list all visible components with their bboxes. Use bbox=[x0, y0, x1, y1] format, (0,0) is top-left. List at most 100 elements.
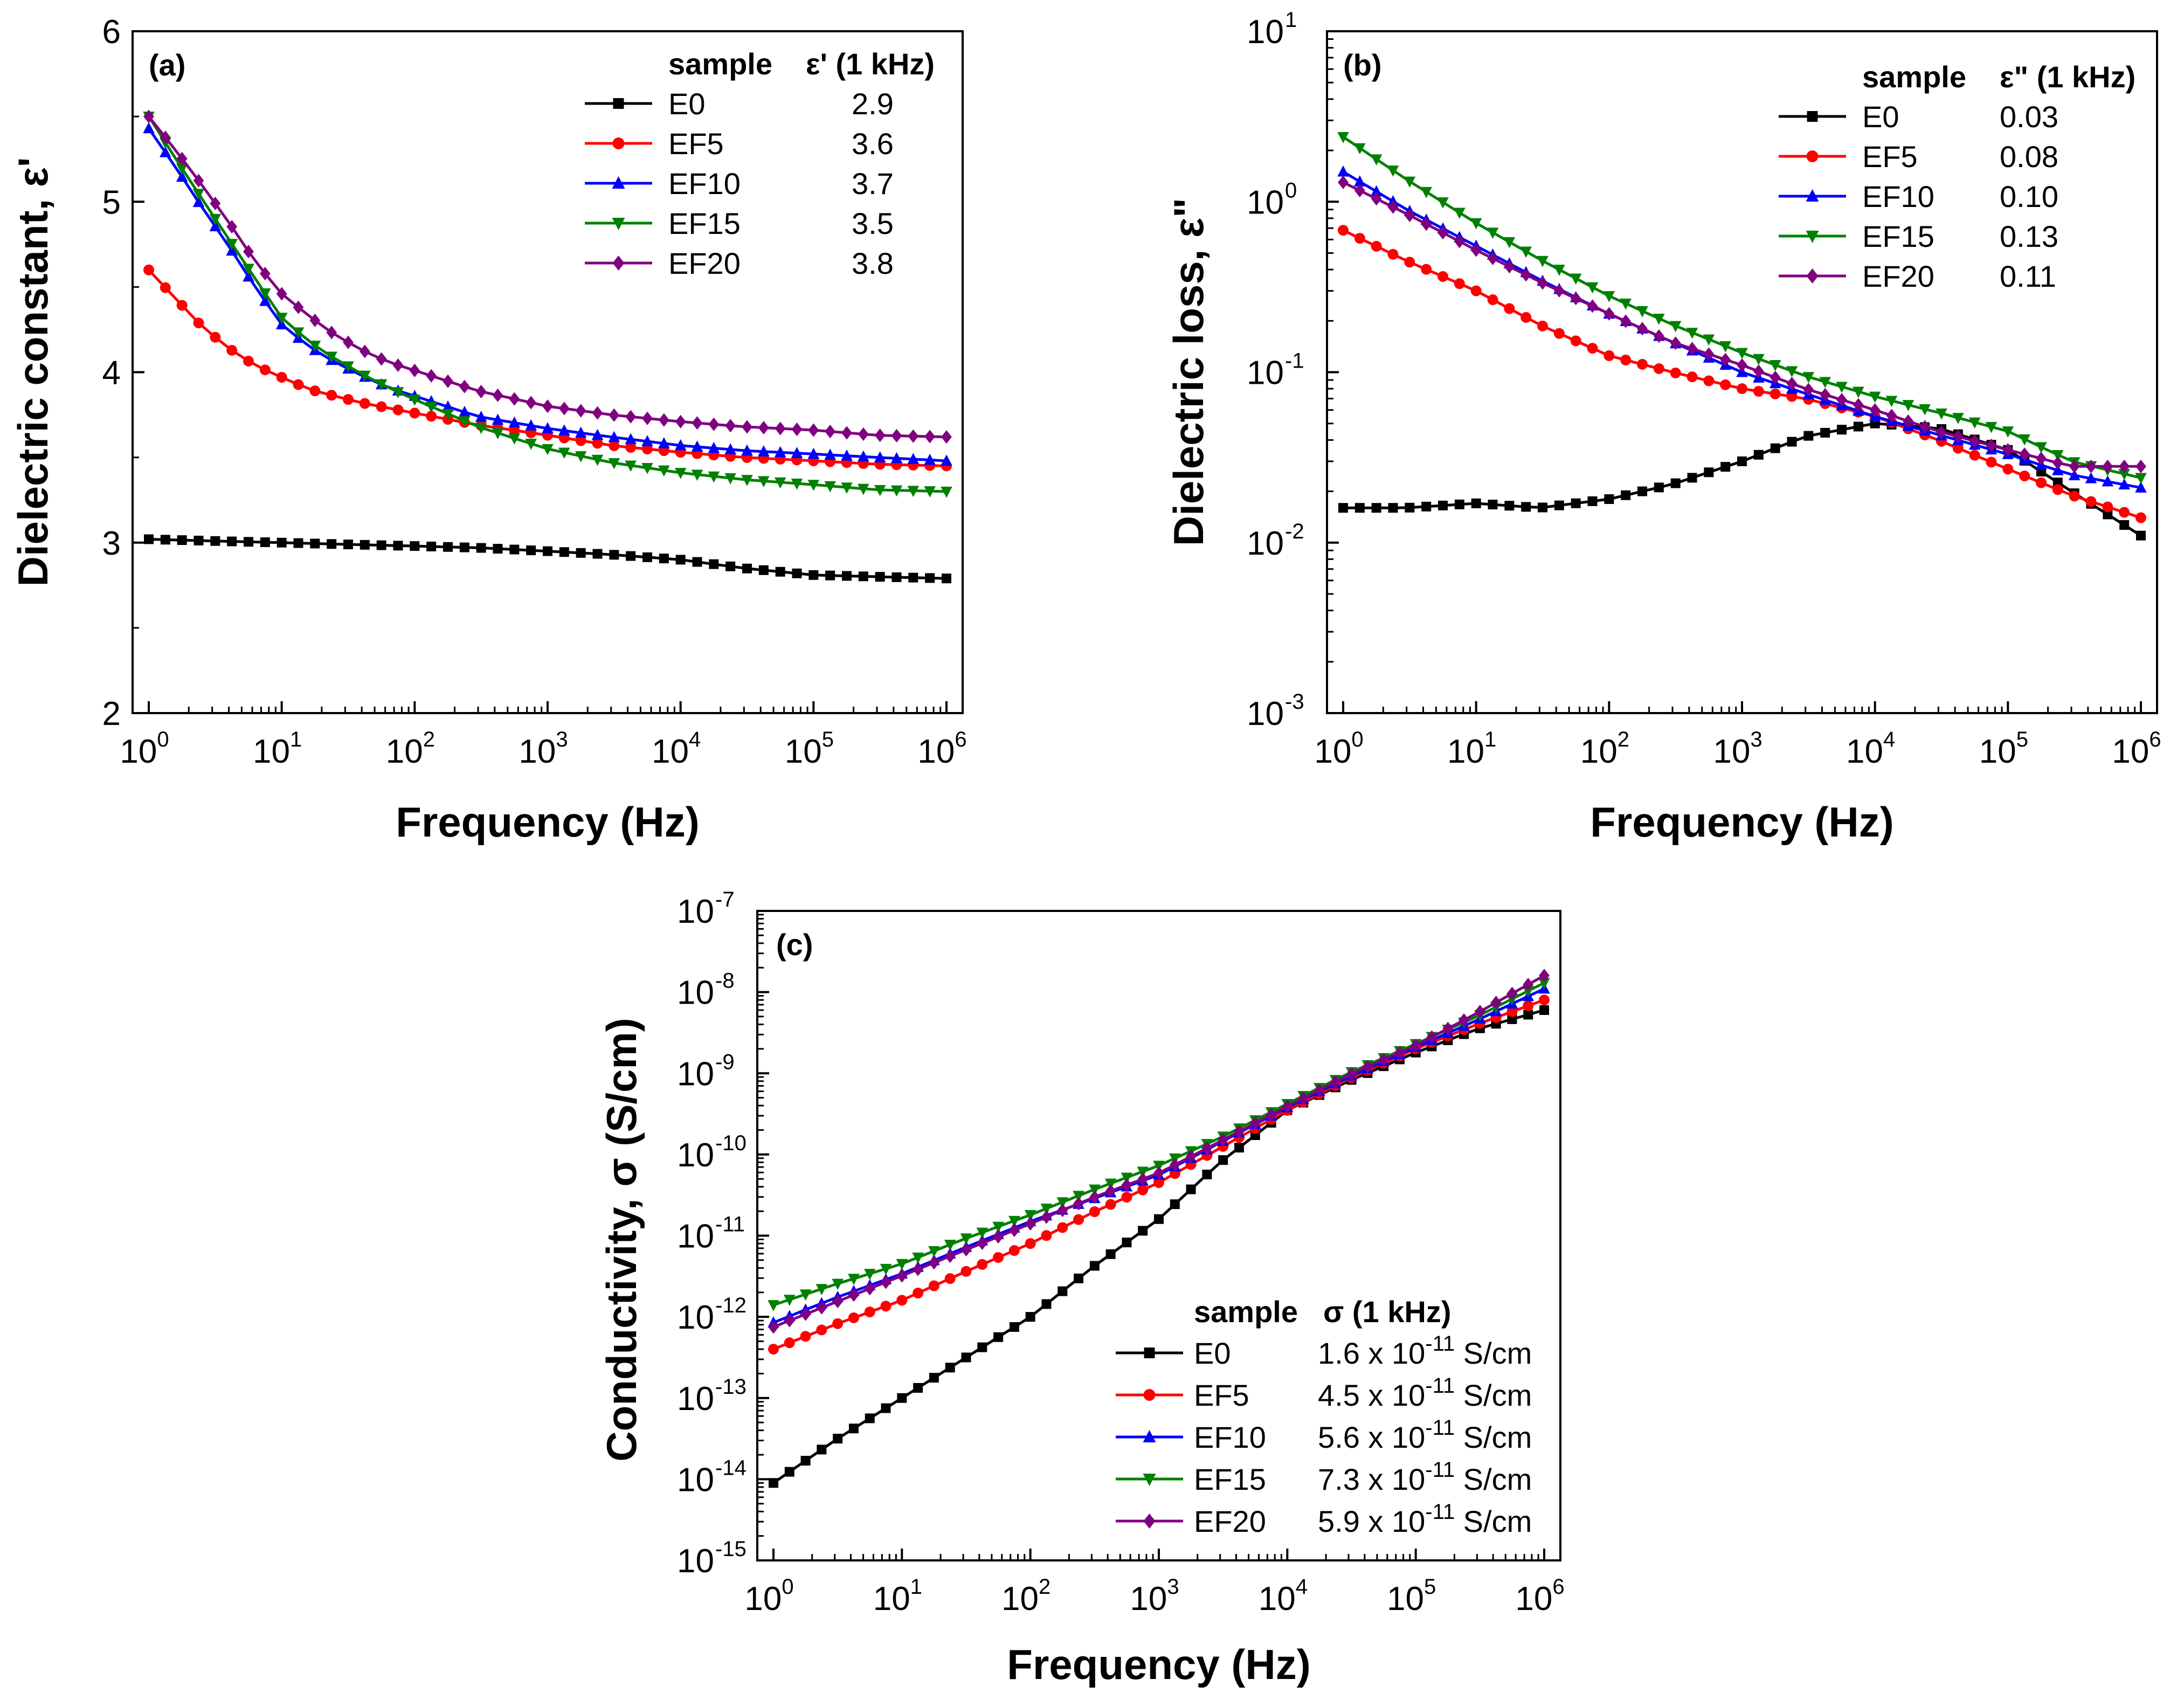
panel-a-data-point-ef15 bbox=[874, 485, 886, 496]
panel-a-data-point-ef5 bbox=[509, 425, 520, 436]
panel-a-data-point-e0 bbox=[758, 565, 769, 575]
panel-b-data-point-ef20 bbox=[1454, 234, 1465, 248]
panel-c-data-point-ef15 bbox=[783, 1295, 796, 1306]
panel-c-x-tick-label: 101 bbox=[873, 1575, 922, 1618]
panel-b-data-point-ef5 bbox=[1969, 450, 1980, 461]
panel-c-y-tick-label: 10 bbox=[677, 1380, 714, 1418]
panel-b-data-point-ef20 bbox=[1520, 268, 1532, 282]
panel-a-data-point-ef10 bbox=[841, 449, 853, 461]
panel-c-data-point-ef5 bbox=[848, 1312, 859, 1323]
panel-a-data-point-ef10 bbox=[791, 447, 803, 458]
panel-c-data-point-e0 bbox=[769, 1478, 778, 1488]
panel-c-data-point-ef5 bbox=[880, 1301, 891, 1312]
panel-a-data-point-ef20 bbox=[725, 419, 736, 433]
panel-c-data-point-ef20 bbox=[1266, 1108, 1277, 1122]
panel-a-data-point-e0 bbox=[642, 552, 652, 562]
panel-b-data-point-ef20 bbox=[1487, 251, 1498, 265]
panel-c-data-point-ef15 bbox=[848, 1274, 860, 1286]
panel-c-data-point-ef15 bbox=[992, 1221, 1004, 1233]
panel-b-data-point-ef15 bbox=[1487, 227, 1499, 239]
panel-a-data-point-ef20 bbox=[475, 384, 487, 399]
panel-a-data-point-e0 bbox=[327, 539, 337, 549]
panel-a-data-point-e0 bbox=[775, 566, 785, 577]
panel-b-data-point-e0 bbox=[1803, 431, 1814, 441]
panel-b-data-point-e0 bbox=[1654, 482, 1664, 493]
panel-a-data-point-ef15 bbox=[558, 447, 570, 459]
panel-b-data-point-ef15 bbox=[1570, 273, 1582, 285]
panel-c-y-tick-exponent: -9 bbox=[715, 1050, 735, 1074]
panel-b-data-point-ef20 bbox=[2036, 452, 2047, 466]
panel-a-data-point-ef10 bbox=[758, 445, 770, 457]
panel-b-y-tick-exponent: -3 bbox=[1285, 690, 1304, 714]
panel-b-data-point-ef20 bbox=[2069, 459, 2080, 473]
panel-c-legend-unit-ef5: S/cm bbox=[1455, 1378, 1532, 1412]
panel-b-data-point-ef5 bbox=[1737, 383, 1747, 395]
panel-a-data-point-ef15 bbox=[275, 313, 288, 324]
panel-b-y-tick-exponent: -2 bbox=[1285, 520, 1304, 543]
panel-c-y-tick-exponent: -10 bbox=[715, 1131, 747, 1155]
panel-c-x-tick-label: 100 bbox=[744, 1575, 793, 1618]
panel-a-data-point-ef10 bbox=[874, 451, 886, 462]
panel-c-data-point-ef5 bbox=[1539, 994, 1550, 1006]
panel-b-data-point-ef20 bbox=[2019, 447, 2030, 461]
panel-a-y-axis-label: Dielectric constant, ε' bbox=[9, 157, 57, 587]
panel-a-data-point-ef5 bbox=[143, 264, 154, 275]
panel-b-label: (b) bbox=[1343, 48, 1382, 82]
panel-a-y-tick-label: 4 bbox=[102, 355, 121, 392]
panel-a-data-point-ef10 bbox=[192, 196, 205, 208]
panel-a-data-point-ef10 bbox=[259, 294, 271, 306]
panel-b-data-point-e0 bbox=[1621, 490, 1631, 500]
panel-b-data-point-ef20 bbox=[1687, 342, 1698, 356]
panel-a-data-point-ef5 bbox=[226, 344, 238, 356]
panel-b-data-point-ef20 bbox=[2135, 459, 2146, 473]
panel-b-data-point-ef5 bbox=[1770, 388, 1781, 399]
panel-c-legend-mantissa-ef20: 5.9 x 10 bbox=[1318, 1504, 1425, 1538]
panel-a-data-point-ef5 bbox=[575, 435, 586, 446]
panel-a-data-point-ef15 bbox=[259, 288, 271, 300]
panel-b-data-point-ef5 bbox=[1520, 312, 1532, 323]
panel-b-legend-name-ef20: EF20 bbox=[1862, 259, 1934, 293]
panel-b-data-point-ef5 bbox=[1553, 328, 1565, 339]
panel-c-y-tick-label: 10 bbox=[677, 1218, 714, 1255]
panel-a-data-point-ef20 bbox=[526, 396, 537, 410]
panel-a-data-point-ef10 bbox=[608, 431, 620, 443]
panel-c-data-point-ef20 bbox=[1410, 1039, 1421, 1053]
panel-c-data-point-ef20 bbox=[1121, 1178, 1132, 1192]
panel-a-x-tick-label: 102 bbox=[386, 728, 435, 770]
panel-c-data-point-e0 bbox=[977, 1342, 987, 1352]
panel-a-data-point-e0 bbox=[709, 559, 719, 569]
panel-c-data-point-ef15 bbox=[1073, 1191, 1084, 1203]
panel-a-legend-value-ef20: 3.8 bbox=[852, 246, 894, 280]
panel-c-data-point-ef15 bbox=[815, 1284, 828, 1296]
panel-a-data-point-ef10 bbox=[708, 441, 720, 453]
panel-a-data-point-ef10 bbox=[492, 413, 504, 425]
panel-b-data-point-e0 bbox=[1820, 427, 1830, 438]
panel-a-legend-value-ef15: 3.5 bbox=[852, 206, 894, 240]
panel-c-data-point-ef20 bbox=[1234, 1124, 1245, 1138]
panel-a-y-tick-label: 3 bbox=[102, 525, 121, 562]
panel-a-data-point-ef5 bbox=[193, 317, 204, 329]
panel-c-data-point-e0 bbox=[881, 1403, 891, 1413]
panel-c-data-point-ef20 bbox=[864, 1282, 875, 1296]
panel-b-data-point-ef5 bbox=[1604, 350, 1615, 361]
panel-a-data-point-e0 bbox=[493, 544, 503, 554]
panel-b-legend-value-ef20: 0.11 bbox=[2000, 259, 2056, 293]
panel-b-data-point-ef20 bbox=[2102, 459, 2113, 473]
panel-b-data-point-ef20 bbox=[1387, 200, 1399, 214]
panel-b-data-point-ef15 bbox=[1603, 291, 1615, 302]
panel-c-data-point-ef15 bbox=[976, 1227, 989, 1239]
panel-a-data-point-ef10 bbox=[160, 146, 171, 157]
panel-b-data-point-ef15 bbox=[1537, 255, 1549, 267]
panel-c-legend-value-ef20: 5.9 x 10-11 S/cm bbox=[1318, 1500, 1532, 1538]
panel-c-data-point-ef5 bbox=[816, 1324, 827, 1336]
panel-a-data-point-e0 bbox=[293, 538, 303, 548]
panel-a-data-point-ef20 bbox=[642, 411, 653, 425]
panel-b-legend-name-ef5: EF5 bbox=[1862, 140, 1918, 174]
panel-b-data-point-ef5 bbox=[1354, 233, 1365, 244]
panel-a-legend-marker-ef10 bbox=[612, 176, 625, 189]
panel-a-data-point-e0 bbox=[410, 541, 420, 551]
panel-a-data-point-ef20 bbox=[359, 344, 370, 358]
panel-a-data-point-ef15 bbox=[209, 213, 222, 225]
panel-c-data-point-ef15 bbox=[832, 1279, 844, 1290]
